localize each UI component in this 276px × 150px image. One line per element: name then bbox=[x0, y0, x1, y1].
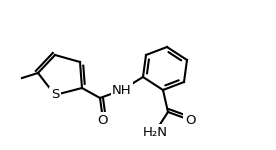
Text: NH: NH bbox=[112, 84, 132, 96]
Text: O: O bbox=[98, 114, 108, 126]
Text: H₂N: H₂N bbox=[142, 126, 168, 138]
Text: S: S bbox=[51, 88, 59, 102]
Text: O: O bbox=[185, 114, 195, 126]
